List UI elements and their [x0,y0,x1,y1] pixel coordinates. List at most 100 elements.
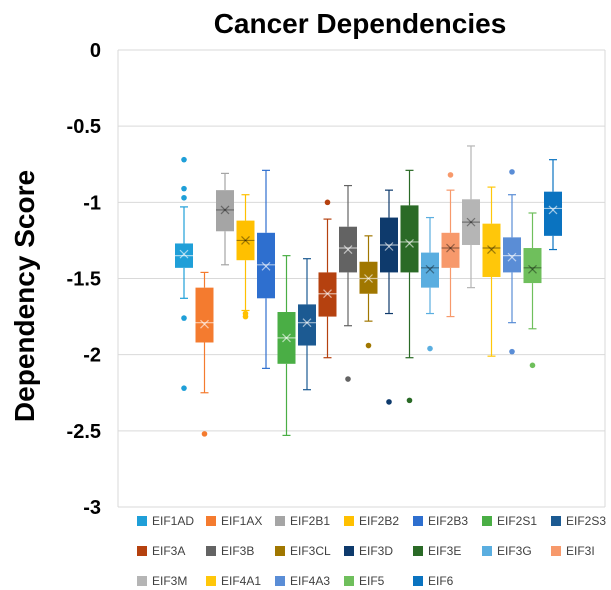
box [236,220,255,261]
y-axis-label: Dependency Score [9,169,40,423]
y-tick-label: -2 [83,345,101,367]
mean-marker [425,264,435,274]
outlier-point [181,315,187,321]
box-plot-eif4a3 [503,169,521,355]
mean-marker [507,252,517,262]
legend-label: EIF2B2 [359,514,400,528]
mean-marker [220,205,230,215]
mean-marker-stroke [241,235,250,245]
mean-marker-stroke [405,239,414,248]
outlier-point [201,431,208,437]
legend-label: EIF2B1 [290,514,331,528]
legend-swatch [344,546,354,556]
outlier-point [509,348,515,355]
mean-marker [179,249,189,259]
legend-item-eif2s1: EIF2S1 [482,514,537,528]
mean-marker-stroke [446,243,455,253]
mean-marker [261,261,271,271]
box-plot-eif3a [318,199,337,359]
legend-swatch [344,576,354,586]
mean-marker-stroke [261,261,271,271]
outlier-point [345,376,351,382]
legend-item-eif2b2: EIF2B2 [344,514,399,528]
legend-item-eif3i: EIF3I [551,544,595,558]
outlier-point [529,362,536,369]
mean-marker-stroke [302,318,312,328]
mean-marker [364,274,373,283]
legend-swatch [206,516,216,526]
legend-item-eif3b: EIF3B [206,544,254,558]
legend-item-eif1ad: EIF1AD [137,514,194,528]
box [523,248,542,284]
legend-swatch [482,546,492,556]
mean-marker-stroke [364,274,373,283]
outlier-point [181,385,187,391]
box-plot-eif2b1 [216,172,234,266]
mean-marker [323,289,332,299]
box-plot-eif5 [523,212,542,369]
legend-item-eif6: EIF6 [413,574,453,588]
mean-marker-stroke [343,245,353,254]
box-plot-eif3b [339,184,357,382]
legend: EIF1AD EIF1AX EIF2B1 EIF2B2 EIF2B3 EIF2S1 EIF2… [0,505,611,590]
outlier-point [181,194,187,201]
mean-marker-stroke [487,245,496,254]
outlier-point [386,399,392,405]
mean-marker [282,333,291,343]
box [441,232,460,268]
mean-marker [528,264,537,274]
legend-label: EIF2S1 [497,514,538,528]
outlier-point [509,169,515,175]
outlier-point [427,345,433,352]
outlier-point [447,172,454,178]
box-plot-eif2s3 [298,258,316,391]
box-plot-eif2s1 [277,255,296,437]
mean-marker [405,239,414,248]
legend-item-eif3m: EIF3M [137,574,187,588]
legend-item-eif4a3: EIF4A3 [275,574,330,588]
mean-marker-stroke [528,264,537,274]
legend-label: EIF5 [359,574,385,588]
mean-marker-stroke [466,217,476,227]
legend-swatch [275,576,285,586]
mean-marker-stroke [528,264,537,274]
outlier-point [365,342,372,349]
box-plot-eif2b3 [257,169,275,369]
legend-label: EIF2B3 [428,514,469,528]
mean-marker-stroke [466,217,476,227]
mean-marker-stroke [220,205,230,215]
mean-marker [343,245,353,254]
legend-label: EIF3I [566,544,595,558]
legend-swatch [137,576,147,586]
outlier-point [324,199,331,206]
mean-marker-stroke [200,319,209,329]
mean-marker-stroke [282,333,291,343]
legend-swatch [137,546,147,556]
mean-marker [200,319,209,329]
legend-item-eif3g: EIF3G [482,544,532,558]
mean-marker [446,243,455,253]
legend-item-eif4a1: EIF4A1 [206,574,261,588]
legend-label: EIF3D [359,544,394,558]
y-tick-label: 0 [90,40,101,62]
y-tick-label: -1 [83,192,101,214]
mean-marker-stroke [384,242,394,251]
box [503,237,521,273]
box-plot-eif2b2 [236,194,255,320]
box [195,287,214,343]
legend-label: EIF3A [152,544,186,558]
legend-swatch [344,516,354,526]
mean-marker-stroke [548,205,558,215]
mean-marker [302,318,312,328]
box-plot-eif3cl [359,235,378,349]
legend-item-eif3d: EIF3D [344,544,393,558]
legend-label: EIF3M [152,574,188,588]
mean-marker [466,217,476,227]
legend-label: EIF6 [428,574,454,588]
legend-label: EIF4A3 [290,574,331,588]
legend-swatch [137,516,147,526]
y-tick-label: -1.5 [67,269,101,291]
legend-swatch [413,516,423,526]
legend-item-eif2s3: EIF2S3 [551,514,606,528]
